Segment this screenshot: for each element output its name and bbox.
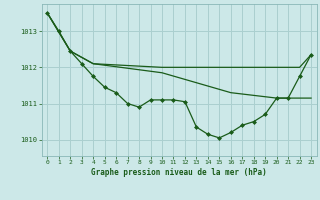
X-axis label: Graphe pression niveau de la mer (hPa): Graphe pression niveau de la mer (hPa) [91, 168, 267, 177]
